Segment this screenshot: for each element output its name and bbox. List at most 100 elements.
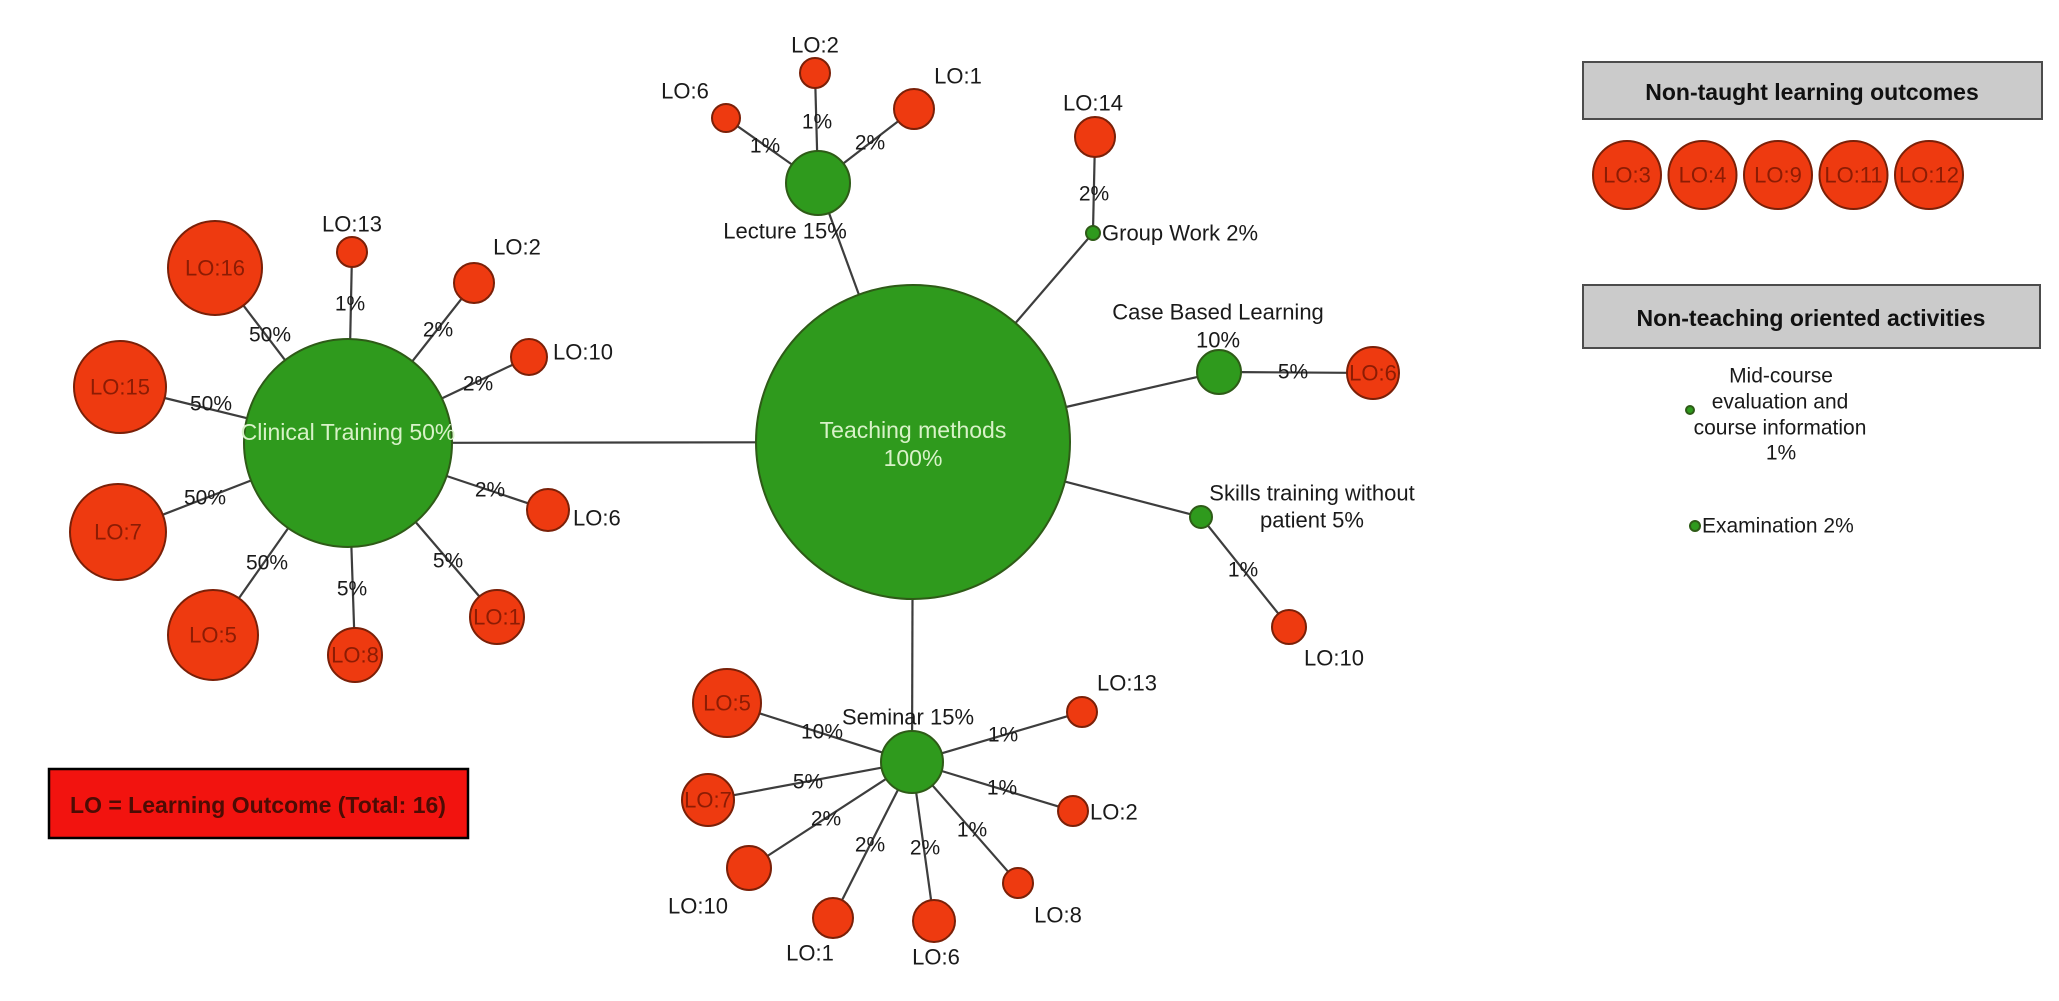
node-label-se1: LO:1 xyxy=(786,941,834,966)
node-c15 xyxy=(73,340,167,434)
node-label-teaching: 100% xyxy=(884,445,943,471)
node-c7 xyxy=(69,483,167,581)
non-taught-header-title: Non-taught learning outcomes xyxy=(1645,79,1979,105)
node-c1 xyxy=(469,589,525,645)
edge-label-seminar-se1: 2% xyxy=(855,834,885,857)
non-taught-circle-lo-3 xyxy=(1592,140,1662,210)
node-label-casebased: Case Based Learning xyxy=(1112,300,1324,325)
node-c10 xyxy=(510,338,548,376)
node-label-se13: LO:13 xyxy=(1097,671,1157,696)
node-se13 xyxy=(1066,696,1098,728)
examination-text-line-0: Examination 2% xyxy=(1702,515,1854,538)
edge-clinical-c10 xyxy=(441,363,514,400)
node-label-casebased: 10% xyxy=(1196,328,1240,353)
legend-key: LO = Learning Outcome (Total: 16) xyxy=(47,767,470,840)
edge-seminar-se13 xyxy=(941,715,1068,755)
edge-skills-s10 xyxy=(1207,524,1280,615)
node-se7 xyxy=(681,773,735,827)
node-label-se10: LO:10 xyxy=(668,894,728,919)
mid-course-evaluation-text-line-1: evaluation and xyxy=(1712,391,1849,414)
edge-seminar-se2 xyxy=(941,769,1059,808)
edge-label-casebased-cb6: 5% xyxy=(1278,361,1308,384)
edge-teaching-groupwork xyxy=(1014,237,1090,324)
node-label-cb6: LO:6 xyxy=(1349,361,1397,386)
non-taught-circle-label: LO:9 xyxy=(1754,163,1802,188)
node-label-c10: LO:10 xyxy=(553,340,613,365)
non-taught-circle-lo-9 xyxy=(1743,140,1813,210)
node-c2 xyxy=(453,262,495,304)
node-l2 xyxy=(799,57,831,89)
examination-dot xyxy=(1689,520,1701,532)
edge-label-seminar-se13: 1% xyxy=(988,724,1018,747)
edge-lecture-l6 xyxy=(736,125,793,166)
edge-clinical-c16 xyxy=(242,304,286,361)
edge-label-clinical-c6: 2% xyxy=(475,479,505,502)
node-label-skills: patient 5% xyxy=(1260,508,1364,533)
non-taught-circle-label: LO:12 xyxy=(1899,163,1959,188)
non-taught-header-box xyxy=(1582,61,2043,120)
edge-teaching-skills xyxy=(1064,480,1191,516)
nodes-layer xyxy=(69,57,1400,943)
node-c5 xyxy=(167,589,259,681)
node-label-c15: LO:15 xyxy=(90,375,150,400)
node-c16 xyxy=(167,220,263,316)
edge-label-skills-s10: 1% xyxy=(1228,559,1258,582)
edge-seminar-se5 xyxy=(759,712,883,754)
node-label-c7: LO:7 xyxy=(94,520,142,545)
non-taught-circle-label: LO:4 xyxy=(1679,163,1727,188)
node-cb6 xyxy=(1346,346,1400,400)
node-seminar xyxy=(880,730,944,794)
node-c6 xyxy=(526,488,570,532)
edge-seminar-se7 xyxy=(733,766,882,797)
non-teaching-header-title: Non-teaching oriented activities xyxy=(1637,305,1986,331)
node-label-c6: LO:6 xyxy=(573,506,621,531)
node-label-se6: LO:6 xyxy=(912,945,960,970)
edge-label-seminar-se7: 5% xyxy=(793,771,823,794)
edge-label-seminar-se10: 2% xyxy=(811,808,841,831)
edge-casebased-cb6 xyxy=(1240,371,1348,374)
panel-non-taught-learning-outcomes: Non-taught learning outcomes LO:3 LO:4 LO:… xyxy=(1582,61,2043,210)
node-label-c16: LO:16 xyxy=(185,256,245,281)
edge-label-groupwork-g14: 2% xyxy=(1079,183,1109,206)
edge-clinical-c15 xyxy=(164,396,248,420)
edge-labels-layer: 50%1%2%2%50%50%50%5%5%2%1%1%2%2%5%1%10%5… xyxy=(184,111,1308,860)
legend-box xyxy=(47,767,470,840)
mid-course-evaluation-text-line-3: 1% xyxy=(1766,442,1796,465)
node-groupwork xyxy=(1085,225,1101,241)
node-label-l6: LO:6 xyxy=(661,79,709,104)
edge-label-seminar-se8: 1% xyxy=(957,819,987,842)
edge-seminar-se6 xyxy=(915,792,933,901)
node-label-s10: LO:10 xyxy=(1304,646,1364,671)
node-label-c8: LO:8 xyxy=(331,643,379,668)
node-label-skills: Skills training without xyxy=(1209,481,1414,506)
node-label-c2: LO:2 xyxy=(493,235,541,260)
node-casebased xyxy=(1196,349,1242,395)
non-taught-circles-group: LO:3 LO:4 LO:9 LO:11 LO:12 xyxy=(1592,140,1964,210)
non-taught-circle-lo-11 xyxy=(1818,140,1889,210)
non-taught-circle-label: LO:3 xyxy=(1603,163,1651,188)
node-se6 xyxy=(912,899,956,943)
node-label-l1: LO:1 xyxy=(934,64,982,89)
node-g14 xyxy=(1074,116,1116,158)
panel-non-teaching-activities: Non-teaching oriented activities Mid-cou… xyxy=(1582,284,2041,538)
node-se8 xyxy=(1002,867,1034,899)
edges-layer xyxy=(162,87,1348,901)
edge-teaching-casebased xyxy=(1065,375,1198,409)
edge-lecture-l1 xyxy=(842,120,899,165)
edge-label-clinical-c10: 2% xyxy=(463,373,493,396)
edge-groupwork-g14 xyxy=(1092,156,1096,227)
non-teaching-items-group: Mid-course evaluation and course informati… xyxy=(1685,365,1866,538)
edge-label-clinical-c2: 2% xyxy=(423,319,453,342)
edge-clinical-c8 xyxy=(350,546,356,629)
mid-course-evaluation-text-line-0: Mid-course xyxy=(1729,365,1833,388)
node-label-se5: LO:5 xyxy=(703,691,751,716)
edge-label-seminar-se5: 10% xyxy=(801,721,843,744)
node-label-se7: LO:7 xyxy=(684,788,732,813)
edge-seminar-se8 xyxy=(931,784,1009,873)
non-taught-circle-lo-12 xyxy=(1894,140,1964,210)
edge-teaching-lecture xyxy=(827,212,860,295)
node-label-teaching: Teaching methods xyxy=(820,417,1007,443)
edge-teaching-clinical xyxy=(451,441,757,444)
